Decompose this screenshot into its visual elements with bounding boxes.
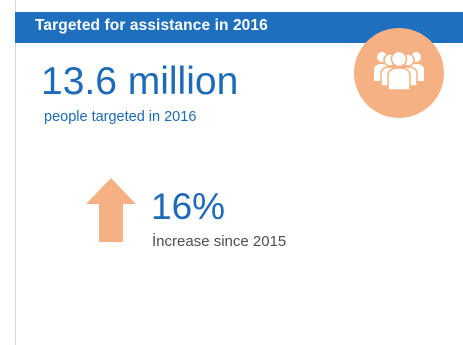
left-divider: [15, 0, 16, 345]
change-value: 16%: [151, 186, 226, 227]
targeted-caption: people targeted in 2016: [44, 109, 197, 125]
people-group-icon: [354, 28, 444, 118]
section-title: Targeted for assistance in 2016: [35, 17, 268, 34]
targeted-value: 13.6 million: [41, 60, 239, 103]
people-group-glyph: [374, 50, 424, 91]
section-header: Targeted for assistance in 2016: [15, 12, 463, 43]
arrow-up-icon: [86, 178, 136, 242]
change-caption: İncrease since 2015: [152, 233, 287, 250]
